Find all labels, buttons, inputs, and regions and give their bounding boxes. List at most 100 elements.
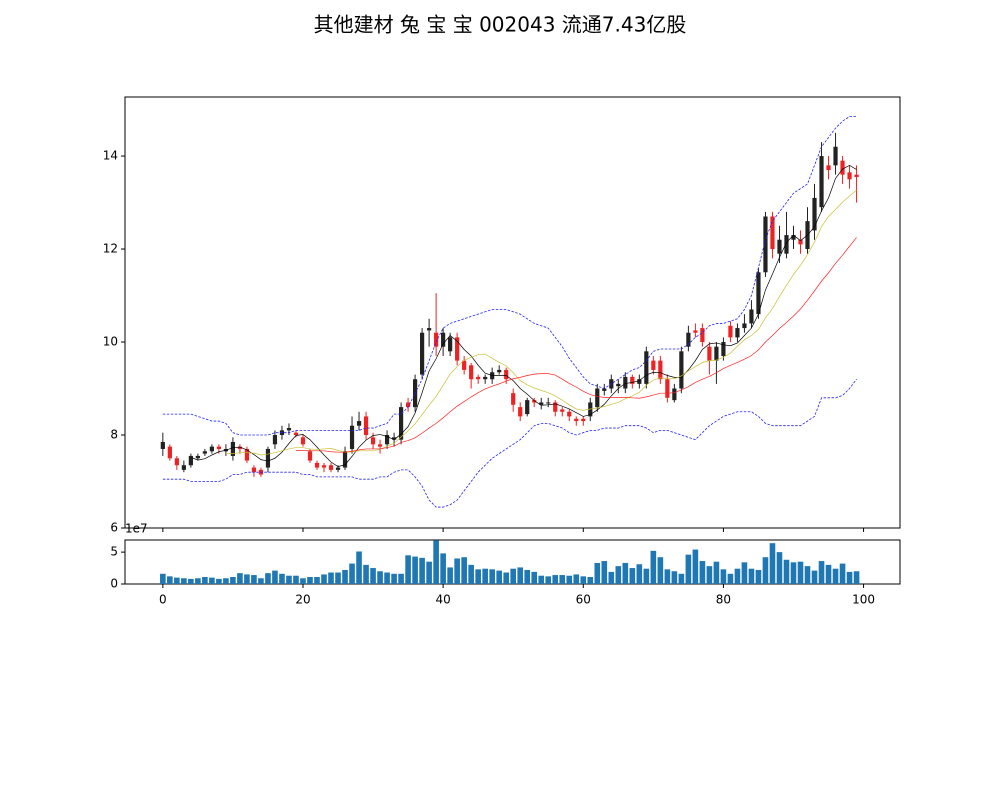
candle-body — [735, 328, 740, 338]
volume-bar — [272, 570, 278, 584]
volume-bar — [811, 570, 818, 584]
volume-bar — [643, 568, 650, 584]
candle-body — [553, 402, 558, 412]
candle-body — [616, 383, 621, 387]
volume-bar — [482, 568, 488, 584]
candle-body — [328, 465, 334, 470]
volume-bar — [531, 571, 538, 584]
candle-body — [384, 435, 390, 445]
volume-bar — [307, 576, 313, 584]
volume-bar — [160, 573, 166, 584]
volume-bar — [846, 571, 853, 584]
volume-bar — [748, 568, 755, 584]
candle-body — [181, 465, 186, 470]
volume-bar — [174, 577, 180, 584]
candle-body — [798, 239, 803, 245]
candle-body — [707, 346, 712, 361]
volume-bar — [433, 540, 439, 584]
candle-body — [405, 402, 411, 408]
volume-bar — [545, 576, 552, 584]
volume-bar — [279, 573, 285, 584]
candle-body — [749, 309, 754, 324]
candle-body — [567, 411, 572, 417]
volume-bar — [671, 571, 678, 584]
volume-bar — [419, 557, 425, 584]
candle-body — [777, 239, 782, 254]
candle-body — [714, 346, 719, 361]
candle-body — [826, 165, 831, 170]
volume-bar — [475, 569, 481, 584]
volume-bar — [853, 571, 860, 584]
candle-body — [434, 332, 439, 347]
volume-bar — [314, 576, 320, 584]
volume-bar — [790, 562, 797, 584]
volume-bar — [209, 577, 215, 584]
candle-body — [476, 376, 481, 380]
candle-body — [518, 407, 523, 417]
candle-body — [658, 360, 663, 380]
volume-bar — [608, 571, 615, 584]
volume-bar — [636, 564, 643, 584]
candle-body — [265, 448, 271, 468]
candle-body — [770, 216, 775, 250]
volume-bar — [391, 573, 397, 584]
volume-bar — [489, 569, 495, 584]
candle-body — [167, 446, 172, 459]
volume-bar — [566, 575, 573, 584]
y-tick-label: 5 — [110, 545, 118, 559]
candle-body — [651, 360, 656, 370]
volume-bar — [335, 572, 341, 584]
volume-bar — [426, 561, 432, 584]
volume-bar — [573, 574, 580, 584]
plot-frame — [124, 96, 901, 529]
volume-bar — [594, 562, 601, 584]
x-tick-label: 60 — [576, 593, 591, 607]
volume-bar — [706, 566, 713, 584]
volume-bar — [405, 555, 411, 584]
volume-bar — [832, 568, 839, 584]
candle-body — [728, 325, 733, 338]
volume-bar — [251, 575, 257, 584]
volume-bar — [195, 578, 201, 584]
candle-body — [293, 432, 299, 436]
candle-body — [644, 351, 649, 384]
volume-bar — [797, 561, 804, 584]
candle-body — [812, 197, 817, 231]
line-series — [162, 378, 857, 508]
volume-bar — [650, 550, 657, 584]
x-tick-label: 100 — [852, 593, 875, 607]
y-tick-label: 0 — [110, 577, 118, 591]
volume-bar — [580, 576, 587, 584]
candle-body — [370, 437, 376, 445]
candle-body — [349, 425, 355, 449]
candle-body — [188, 455, 193, 466]
volume-bar — [804, 566, 811, 584]
volume-bar — [678, 573, 685, 584]
candle-body — [321, 465, 327, 468]
candle-body — [195, 455, 200, 459]
volume-bar — [356, 551, 362, 584]
candle-body — [525, 400, 530, 415]
y-tick-label: 12 — [103, 242, 118, 256]
candle-body — [441, 332, 446, 347]
volume-bar — [461, 557, 467, 584]
volume-bar — [216, 578, 222, 584]
volume-bar — [363, 564, 369, 584]
candle-body — [216, 446, 221, 449]
candle-body — [497, 369, 502, 373]
line-series — [162, 116, 857, 436]
volume-bar — [503, 572, 509, 584]
volume-bar — [321, 574, 327, 584]
candle-body — [272, 435, 278, 445]
volume-bar — [440, 553, 446, 584]
candle-body — [209, 446, 214, 452]
volume-bar — [223, 578, 229, 584]
x-tick-label: 80 — [716, 593, 731, 607]
volume-bar — [762, 557, 769, 584]
candle-body — [202, 451, 207, 454]
volume-bar — [244, 574, 250, 584]
volume-bar — [629, 568, 636, 584]
y-tick-label: 6 — [110, 521, 118, 535]
